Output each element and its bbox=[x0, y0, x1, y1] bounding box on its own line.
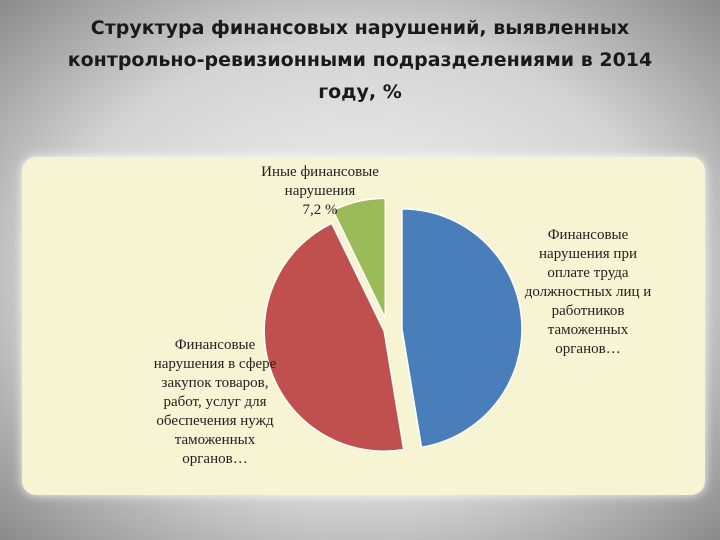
chart-title: Структура финансовых нарушений, выявленн… bbox=[67, 17, 653, 103]
pie-slice bbox=[401, 208, 523, 449]
pie-slice bbox=[331, 197, 387, 319]
pie-slice bbox=[263, 222, 405, 452]
value-label: 7,2 % bbox=[302, 202, 338, 218]
slice-label: Финансовые нарушения при оплате труда до… bbox=[524, 227, 652, 357]
category-label: Иные финансовые нарушения bbox=[261, 164, 379, 199]
slice-label: Финансовые нарушения в сфере закупок тов… bbox=[153, 337, 277, 467]
slice-label: Иные финансовые нарушения 7,2 % bbox=[250, 163, 390, 220]
